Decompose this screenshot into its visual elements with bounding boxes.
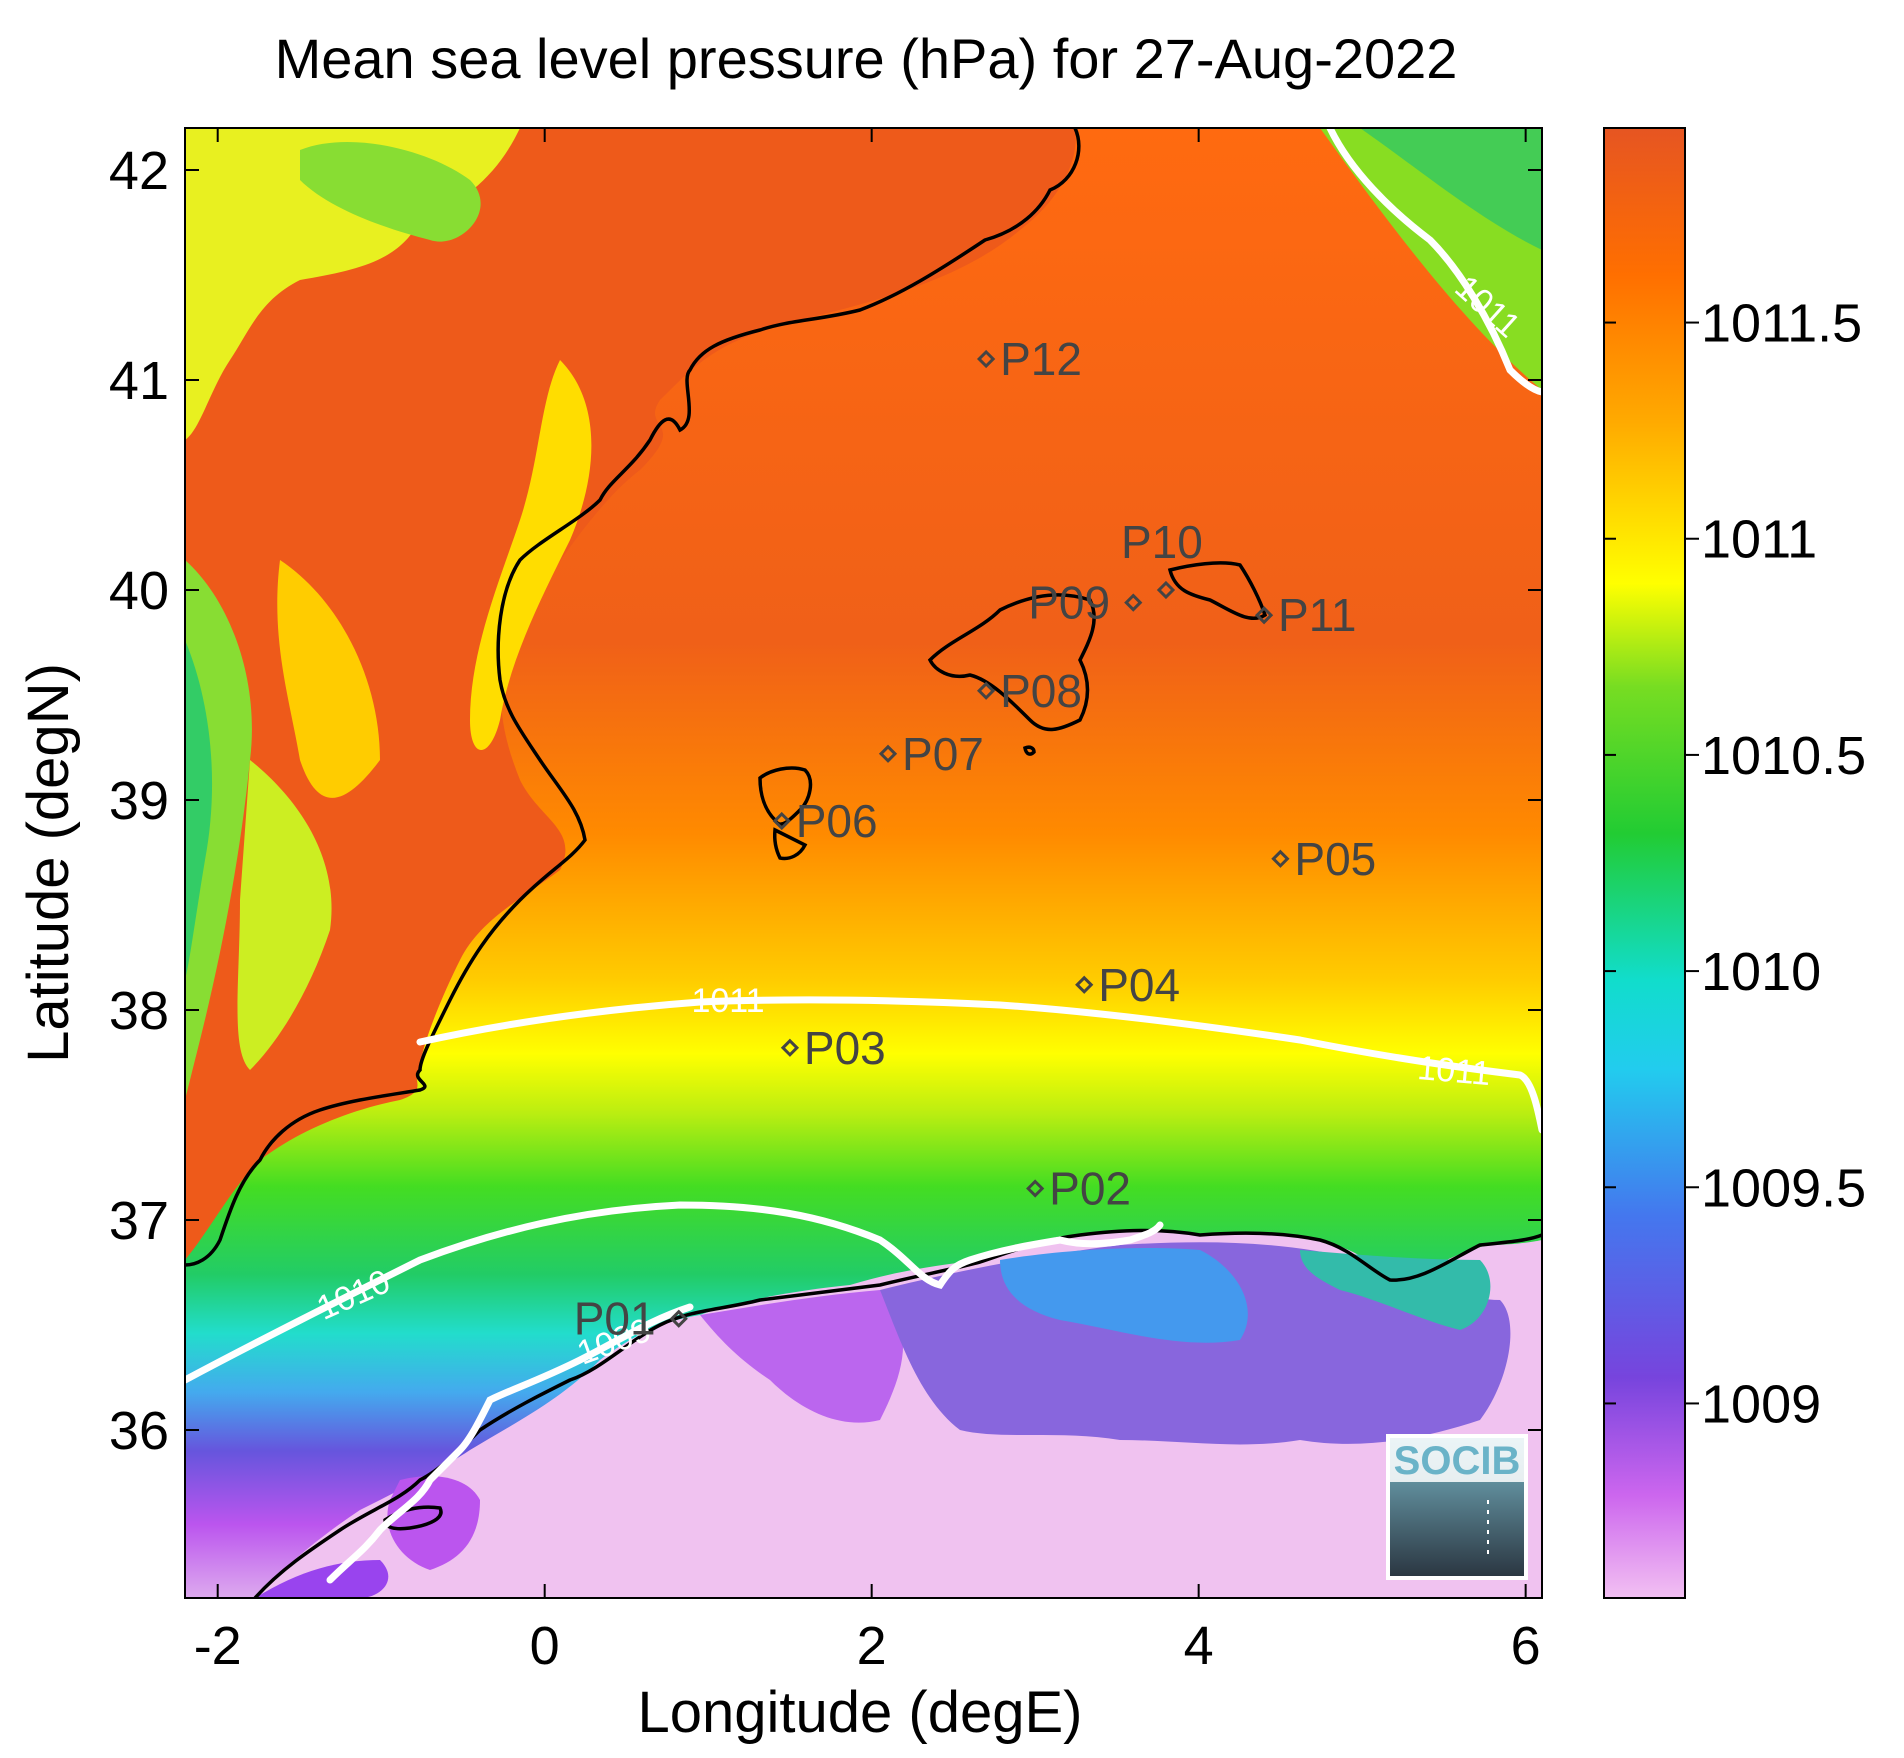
station-label: P07	[902, 728, 984, 780]
station-label: P04	[1098, 959, 1180, 1011]
station-p07: P07	[878, 728, 984, 780]
y-tick-label: 39	[109, 771, 169, 831]
station-marker-icon	[1271, 849, 1290, 868]
x-tick-label: 2	[857, 1616, 887, 1676]
station-label: P06	[796, 795, 878, 847]
colorbar-tick-label: 1011.5	[1701, 294, 1862, 354]
coastline-cabrera	[1023, 745, 1036, 756]
contour-1011-northeast	[1326, 128, 1542, 396]
station-p04: P04	[1075, 959, 1180, 1011]
socib-logo-text: SOCIB	[1394, 1439, 1521, 1483]
station-label: P09	[1028, 577, 1110, 629]
station-p05: P05	[1271, 833, 1376, 885]
x-tick-label: 6	[1511, 1616, 1541, 1676]
station-marker-icon	[976, 349, 996, 369]
y-tick-label: 42	[109, 141, 169, 201]
x-axis-label: Longitude (degE)	[638, 1680, 1083, 1745]
station-marker-icon	[1254, 606, 1274, 625]
station-p06: P06	[772, 795, 878, 847]
station-p01: P01	[574, 1293, 688, 1345]
station-label: P08	[1000, 665, 1082, 717]
station-label: P11	[1278, 589, 1356, 641]
station-marker-icon	[669, 1309, 688, 1328]
y-axis: 36 37 38 39 40 41 42	[109, 141, 1542, 1461]
colorbar-tick-label: 1011	[1701, 510, 1817, 570]
colorbar-tick-label: 1010.5	[1701, 726, 1866, 786]
station-p11: P11	[1254, 589, 1356, 641]
station-p08: P08	[976, 665, 1082, 717]
station-p09: P09	[1028, 577, 1143, 629]
station-marker-icon	[1026, 1179, 1045, 1198]
map-title: Mean sea level pressure (hPa) for 27-Aug…	[275, 27, 1458, 90]
station-marker-icon	[976, 681, 996, 700]
contours	[185, 128, 1542, 1584]
station-marker-icon	[878, 744, 898, 763]
station-marker-icon	[1124, 593, 1143, 612]
x-tick-label: 4	[1184, 1616, 1214, 1676]
y-tick-label: 38	[109, 981, 169, 1041]
contour-1009	[326, 1303, 694, 1584]
contour-1011-south	[416, 996, 1542, 1134]
coastline-menorca	[1167, 561, 1268, 621]
station-label: P01	[574, 1293, 656, 1345]
station-marker-icon	[1075, 975, 1094, 994]
y-tick-label: 37	[109, 1191, 169, 1251]
station-p02: P02	[1026, 1163, 1131, 1215]
station-marker-icon	[1156, 580, 1176, 600]
colorbar-tick-label: 1009	[1701, 1374, 1821, 1434]
station-label: P12	[1000, 333, 1082, 385]
y-tick-label: 41	[109, 351, 169, 411]
y-axis-label: Latitude (degN)	[16, 663, 81, 1063]
map-frame	[184, 127, 1543, 1599]
coastline-mallorca	[927, 593, 1096, 732]
station-p12: P12	[976, 333, 1082, 385]
x-tick-label: -2	[194, 1616, 242, 1676]
y-tick-label: 40	[109, 561, 169, 621]
station-label: P10	[1121, 516, 1203, 568]
colorbar	[1603, 127, 1686, 1599]
station-label: P02	[1049, 1163, 1131, 1215]
coastline-iberia	[185, 128, 1081, 1267]
colorbar-tick-label: 1010	[1701, 942, 1821, 1002]
x-axis: -2 0 2 4 6	[194, 128, 1541, 1676]
socib-logo: SOCIB	[1386, 1434, 1528, 1580]
colorbar-ticks: 1009 1009.5 1010 1010.5 1011 1011.5	[1604, 294, 1866, 1434]
contour-label: 1011	[691, 982, 764, 1020]
station-label: P03	[804, 1022, 886, 1074]
coastline-formentera	[773, 827, 808, 861]
station-label: P05	[1294, 833, 1376, 885]
x-tick-label: 0	[530, 1616, 560, 1676]
y-tick-label: 36	[109, 1401, 169, 1461]
station-p03: P03	[780, 1022, 886, 1074]
station-marker-icon	[772, 811, 791, 831]
station-marker-icon	[780, 1038, 800, 1057]
station-p10: P10	[1121, 516, 1203, 600]
colorbar-tick-label: 1009.5	[1701, 1158, 1866, 1218]
map-area	[185, 128, 1542, 1598]
coastline-alboran	[383, 1505, 443, 1531]
land-iberia	[185, 128, 1076, 1260]
contour-label: 1011	[1416, 1049, 1492, 1093]
contour-1010	[185, 1201, 1164, 1384]
coastline-ibiza	[758, 766, 813, 826]
